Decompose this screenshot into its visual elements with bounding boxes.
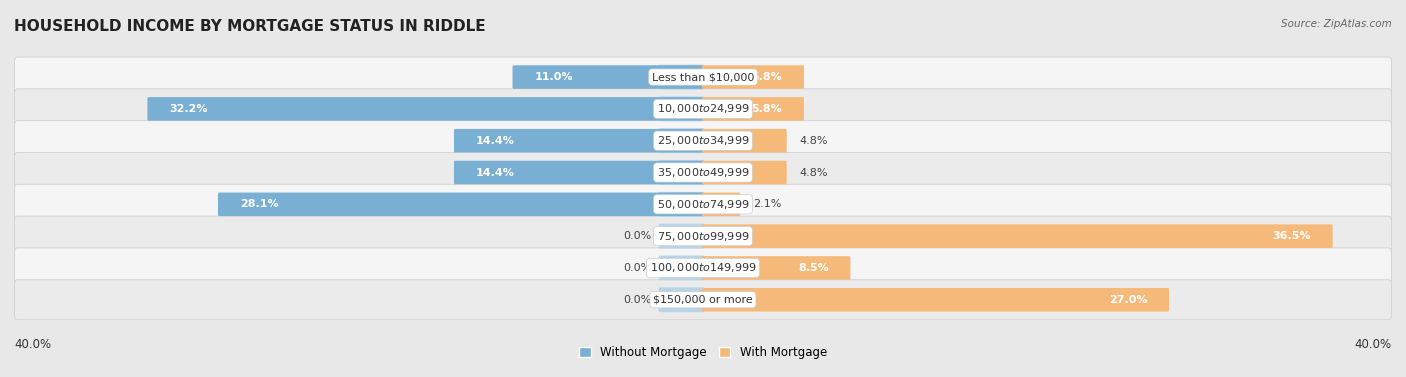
Text: 14.4%: 14.4%: [475, 136, 515, 146]
Text: 27.0%: 27.0%: [1109, 295, 1147, 305]
FancyBboxPatch shape: [14, 248, 1392, 288]
FancyBboxPatch shape: [14, 216, 1392, 256]
Text: 0.0%: 0.0%: [623, 263, 651, 273]
FancyBboxPatch shape: [658, 256, 704, 280]
FancyBboxPatch shape: [658, 224, 704, 248]
FancyBboxPatch shape: [702, 129, 787, 152]
Text: 11.0%: 11.0%: [534, 72, 572, 82]
FancyBboxPatch shape: [14, 57, 1392, 97]
FancyBboxPatch shape: [658, 64, 704, 89]
FancyBboxPatch shape: [454, 161, 704, 184]
Text: 36.5%: 36.5%: [1272, 231, 1310, 241]
FancyBboxPatch shape: [658, 287, 704, 312]
FancyBboxPatch shape: [148, 97, 704, 121]
Legend: Without Mortgage, With Mortgage: Without Mortgage, With Mortgage: [574, 342, 832, 364]
FancyBboxPatch shape: [454, 129, 704, 152]
Text: 40.0%: 40.0%: [14, 338, 51, 351]
FancyBboxPatch shape: [14, 89, 1392, 129]
FancyBboxPatch shape: [14, 152, 1392, 193]
Text: 8.5%: 8.5%: [799, 263, 828, 273]
FancyBboxPatch shape: [658, 128, 704, 153]
FancyBboxPatch shape: [702, 288, 1168, 311]
Text: 28.1%: 28.1%: [239, 199, 278, 209]
Text: HOUSEHOLD INCOME BY MORTGAGE STATUS IN RIDDLE: HOUSEHOLD INCOME BY MORTGAGE STATUS IN R…: [14, 19, 485, 34]
Text: 2.1%: 2.1%: [754, 199, 782, 209]
FancyBboxPatch shape: [702, 65, 804, 89]
FancyBboxPatch shape: [702, 224, 1333, 248]
Text: $35,000 to $49,999: $35,000 to $49,999: [657, 166, 749, 179]
FancyBboxPatch shape: [658, 160, 704, 185]
Text: $100,000 to $149,999: $100,000 to $149,999: [650, 262, 756, 274]
Text: Less than $10,000: Less than $10,000: [652, 72, 754, 82]
Text: 4.8%: 4.8%: [800, 136, 828, 146]
Text: 5.8%: 5.8%: [751, 104, 782, 114]
Text: 5.8%: 5.8%: [751, 72, 782, 82]
Text: 40.0%: 40.0%: [1355, 338, 1392, 351]
FancyBboxPatch shape: [702, 161, 787, 184]
Text: 0.0%: 0.0%: [623, 231, 651, 241]
Text: 4.8%: 4.8%: [800, 167, 828, 178]
Text: Source: ZipAtlas.com: Source: ZipAtlas.com: [1281, 19, 1392, 29]
FancyBboxPatch shape: [218, 193, 704, 216]
FancyBboxPatch shape: [14, 280, 1392, 320]
Text: $50,000 to $74,999: $50,000 to $74,999: [657, 198, 749, 211]
FancyBboxPatch shape: [14, 121, 1392, 161]
Text: 0.0%: 0.0%: [623, 295, 651, 305]
FancyBboxPatch shape: [658, 97, 704, 121]
FancyBboxPatch shape: [702, 193, 740, 216]
FancyBboxPatch shape: [14, 184, 1392, 224]
Text: 32.2%: 32.2%: [169, 104, 208, 114]
Text: $10,000 to $24,999: $10,000 to $24,999: [657, 103, 749, 115]
FancyBboxPatch shape: [658, 192, 704, 217]
FancyBboxPatch shape: [702, 256, 851, 280]
Text: $75,000 to $99,999: $75,000 to $99,999: [657, 230, 749, 243]
Text: $150,000 or more: $150,000 or more: [654, 295, 752, 305]
FancyBboxPatch shape: [702, 97, 804, 121]
Text: $25,000 to $34,999: $25,000 to $34,999: [657, 134, 749, 147]
Text: 14.4%: 14.4%: [475, 167, 515, 178]
FancyBboxPatch shape: [513, 65, 704, 89]
